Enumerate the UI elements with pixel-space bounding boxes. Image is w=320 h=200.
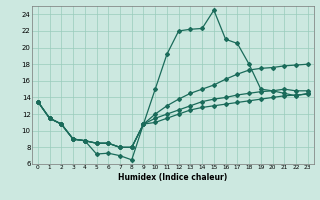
X-axis label: Humidex (Indice chaleur): Humidex (Indice chaleur) — [118, 173, 228, 182]
